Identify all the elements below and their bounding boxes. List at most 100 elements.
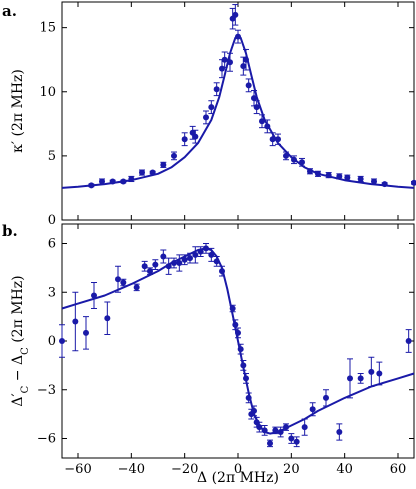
point-marker xyxy=(147,268,153,275)
point-marker xyxy=(235,33,241,40)
data-point xyxy=(277,426,284,438)
point-marker xyxy=(120,279,127,286)
data-point xyxy=(275,133,281,145)
data-point xyxy=(344,174,351,181)
point-marker xyxy=(245,394,252,401)
panel-b-fit-curve xyxy=(61,247,415,435)
data-point xyxy=(128,175,135,183)
data-point xyxy=(240,360,247,371)
data-point xyxy=(347,358,353,399)
point-marker xyxy=(269,136,276,143)
panel-b-ticks: −6 −3 0 3 6 −60 −40 −20 0 20 40 60 xyxy=(37,224,414,477)
data-point xyxy=(357,175,364,183)
panel-b: b. Δ′C − ΔC (2π MHz) −6 −3 0 3 6 −60 −40 −20 0 20… xyxy=(2,222,415,486)
panel-b-fit-line xyxy=(61,247,415,435)
data-point xyxy=(120,278,127,287)
point-marker xyxy=(203,245,209,252)
panel-b-xlabel: Δ (2π MHz) xyxy=(197,470,279,486)
x-tick-label: 60 xyxy=(390,462,407,477)
y-tick-label: −6 xyxy=(37,432,56,447)
data-point xyxy=(371,178,377,185)
point-marker xyxy=(293,438,300,445)
point-marker xyxy=(277,429,284,435)
data-point xyxy=(264,119,271,134)
y-tick-label: −3 xyxy=(37,383,56,398)
data-point xyxy=(109,178,116,185)
point-marker xyxy=(315,170,321,177)
point-marker xyxy=(405,338,412,344)
panel-a-fit-curve xyxy=(61,34,415,189)
data-point xyxy=(376,361,383,386)
point-marker xyxy=(307,168,313,175)
x-tick-label: −20 xyxy=(171,462,198,477)
data-point xyxy=(147,267,153,275)
point-marker xyxy=(229,305,236,312)
data-point xyxy=(245,392,252,404)
data-point xyxy=(299,157,305,167)
data-point xyxy=(160,161,167,168)
data-point xyxy=(59,324,65,358)
data-point xyxy=(251,89,257,107)
y-tick-label: 15 xyxy=(39,21,56,36)
panel-a: a. κ′ (2π MHz) 0 5 10 15 xyxy=(2,1,416,228)
data-point xyxy=(235,29,241,44)
data-point xyxy=(227,52,233,72)
point-marker xyxy=(128,175,135,182)
point-marker xyxy=(221,56,228,63)
point-marker xyxy=(149,169,156,176)
data-point xyxy=(219,265,225,277)
data-point xyxy=(229,304,236,313)
data-point xyxy=(165,257,172,275)
point-marker xyxy=(368,368,375,375)
panel-b-points xyxy=(59,243,412,448)
data-point xyxy=(181,254,188,266)
data-point xyxy=(88,182,95,189)
point-marker xyxy=(256,424,263,431)
data-point xyxy=(149,169,156,176)
point-marker xyxy=(181,136,188,143)
point-marker xyxy=(243,375,249,382)
point-marker xyxy=(309,406,316,413)
data-point xyxy=(187,252,193,264)
data-point xyxy=(256,421,263,433)
point-marker xyxy=(187,255,193,262)
point-marker xyxy=(371,178,377,185)
y-tick-label: 0 xyxy=(48,334,56,349)
point-marker xyxy=(171,260,177,266)
point-marker xyxy=(203,114,209,121)
data-point xyxy=(357,373,364,384)
data-point xyxy=(213,82,220,97)
y-tick-label: 10 xyxy=(39,85,56,100)
point-marker xyxy=(357,175,364,182)
point-marker xyxy=(237,346,244,353)
point-marker xyxy=(227,59,233,66)
data-point xyxy=(235,327,241,339)
data-point xyxy=(115,265,121,293)
point-marker xyxy=(336,173,343,180)
data-point xyxy=(152,259,159,270)
data-point xyxy=(197,246,204,257)
x-tick-label: 0 xyxy=(234,462,242,477)
point-marker xyxy=(213,258,220,265)
data-point xyxy=(237,343,244,355)
x-tick-label: −40 xyxy=(118,462,145,477)
y-tick-label: 6 xyxy=(48,237,56,252)
point-marker xyxy=(192,251,199,258)
data-point xyxy=(229,7,236,30)
point-marker xyxy=(141,263,148,270)
point-marker xyxy=(192,133,199,140)
point-marker xyxy=(283,424,289,431)
data-point xyxy=(243,373,249,384)
point-marker xyxy=(357,375,364,382)
point-marker xyxy=(165,263,172,270)
data-point xyxy=(309,402,316,417)
point-marker xyxy=(291,156,297,163)
data-point xyxy=(323,389,329,407)
point-marker xyxy=(213,86,220,93)
point-marker xyxy=(197,248,204,255)
panel-a-fit-line xyxy=(61,34,415,189)
data-point xyxy=(232,4,239,26)
data-point xyxy=(411,179,416,186)
point-marker xyxy=(301,424,308,431)
